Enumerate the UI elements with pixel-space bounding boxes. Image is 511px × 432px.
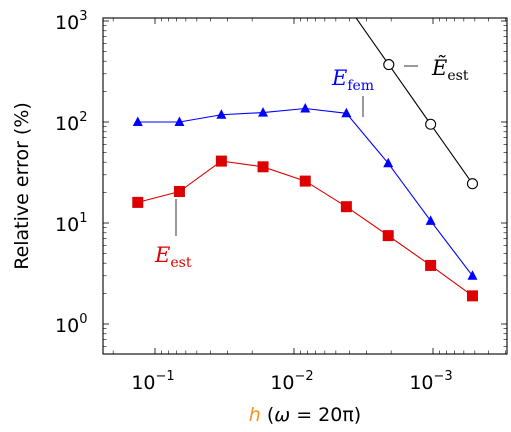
data-point-circle <box>466 178 479 190</box>
annotation-e-tilde-est-main: Ẽ <box>431 56 447 80</box>
data-point-triangle <box>341 107 352 118</box>
x-axis-label-eq: = 20π) <box>290 404 361 426</box>
y-tick-label: 101 <box>55 211 87 236</box>
data-point-square <box>215 155 227 167</box>
x-axis-label-omega: ω <box>274 404 290 426</box>
data-point-square <box>257 161 269 173</box>
y-axis-label: Relative error (%) <box>11 102 33 270</box>
y-tick-label: 100 <box>55 312 87 337</box>
annotation-e-est: Eest <box>154 199 192 271</box>
data-point-triangle <box>300 103 311 113</box>
annotation-e-fem-main: E <box>331 66 347 90</box>
data-point-square <box>425 259 437 271</box>
data-point-triangle <box>174 116 185 126</box>
data-point-square <box>132 196 144 208</box>
data-point-circle <box>425 118 437 130</box>
data-point-square <box>299 175 311 187</box>
data-point-triangle <box>216 109 227 119</box>
data-point-triangle <box>258 107 269 117</box>
data-point-triangle <box>132 116 143 126</box>
data-point-square <box>340 201 352 213</box>
x-tick-label: 10−1 <box>131 369 174 394</box>
annotation-e-fem-label: Efem <box>331 66 374 94</box>
data-point-circle <box>383 59 395 71</box>
data-point-triangle <box>383 157 394 168</box>
x-axis-label-var: h <box>249 404 261 426</box>
annotation-e-est-label: Eest <box>154 243 192 271</box>
axis-ticks <box>103 18 507 354</box>
data-point-square <box>173 186 185 198</box>
data-point-triangle <box>467 270 478 280</box>
x-axis-label-open: ( <box>261 404 274 426</box>
annotation-e-tilde-est-label: Ẽest <box>431 56 469 84</box>
x-tick-label: 10−2 <box>270 369 313 394</box>
x-axis-label: h (ω = 20π) <box>249 404 361 426</box>
annotation-e-fem: Efem <box>331 66 374 117</box>
y-tick-labels: 100 101 102 103 <box>55 9 87 337</box>
data-point-square <box>466 290 478 302</box>
series-layer <box>132 18 479 302</box>
series-line <box>355 18 473 185</box>
data-point-triangle <box>425 215 436 225</box>
series-0 <box>132 103 478 280</box>
annotation-e-est-sub: est <box>170 255 191 271</box>
y-tick-label: 102 <box>55 110 87 135</box>
plot-frame-group <box>102 17 508 355</box>
x-tick-label: 10−3 <box>409 369 452 394</box>
x-tick-labels: 10−1 10−2 10−3 <box>131 369 452 394</box>
plot-frame <box>102 17 508 355</box>
annotation-e-fem-sub: fem <box>347 78 374 94</box>
annotation-e-tilde-est: Ẽest <box>404 56 469 84</box>
annotation-e-tilde-est-sub: est <box>447 68 468 84</box>
series-2 <box>355 18 479 190</box>
series-1 <box>132 155 478 302</box>
y-tick-label: 103 <box>55 9 87 34</box>
data-point-square <box>382 230 394 242</box>
annotation-e-est-main: E <box>154 243 170 267</box>
series-line <box>137 107 473 277</box>
